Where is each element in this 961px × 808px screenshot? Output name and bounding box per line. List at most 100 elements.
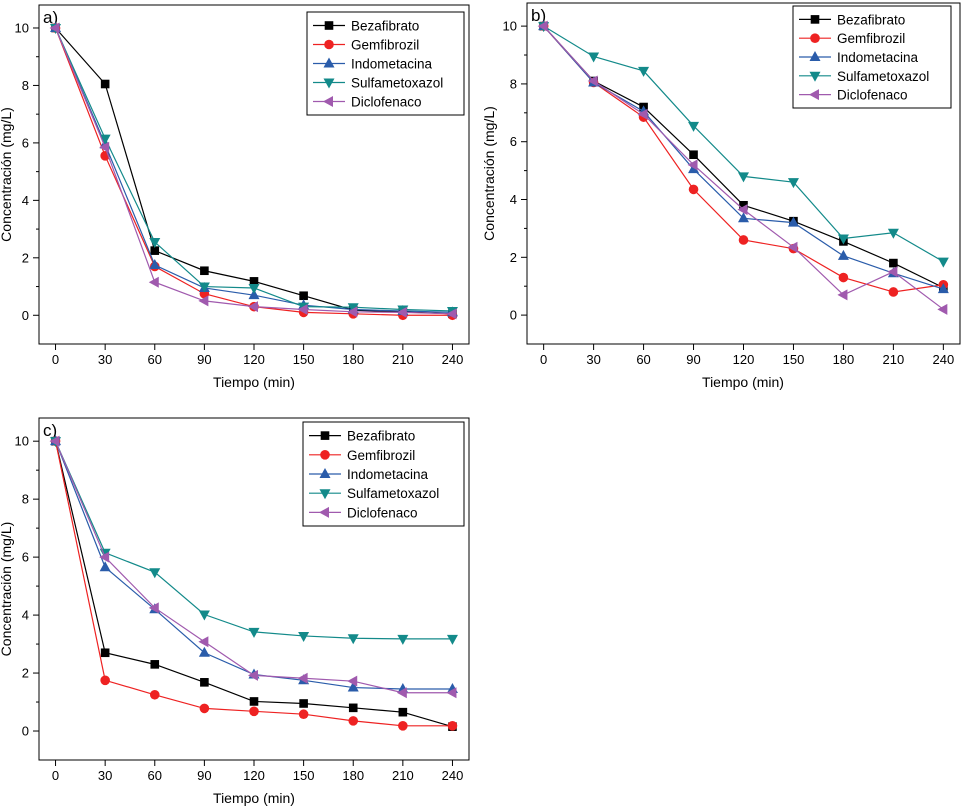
data-point xyxy=(347,675,358,687)
data-point xyxy=(446,687,457,699)
data-point xyxy=(446,634,458,645)
x-tick-label: 180 xyxy=(342,352,364,367)
data-point xyxy=(248,669,258,681)
data-point xyxy=(937,303,948,315)
x-tick-label: 210 xyxy=(392,768,414,783)
data-point xyxy=(298,709,309,720)
y-axis-title: Concentración (mg/L) xyxy=(0,107,14,242)
data-point xyxy=(587,75,598,87)
data-point xyxy=(298,631,310,642)
x-tick-label: 120 xyxy=(243,768,265,783)
data-point xyxy=(199,703,210,714)
data-point xyxy=(299,699,308,708)
data-point xyxy=(248,283,260,294)
x-tick-label: 180 xyxy=(833,352,855,367)
data-point xyxy=(198,646,210,657)
data-point xyxy=(200,266,209,276)
data-point xyxy=(150,660,160,669)
legend-label: Diclofenaco xyxy=(347,505,418,520)
y-tick-label: 4 xyxy=(22,608,29,623)
y-tick-label: 0 xyxy=(22,724,29,739)
data-point xyxy=(447,721,458,731)
x-tick-label: 60 xyxy=(148,352,162,367)
data-point xyxy=(887,228,899,239)
y-tick-label: 0 xyxy=(510,308,517,323)
legend-label: Indometacina xyxy=(347,467,429,482)
y-tick-label: 10 xyxy=(15,434,29,449)
data-point xyxy=(787,216,799,227)
data-point xyxy=(837,249,849,260)
x-axis-title: Tiempo (min) xyxy=(213,374,295,390)
x-tick-label: 150 xyxy=(293,768,315,783)
x-tick-label: 0 xyxy=(52,352,59,367)
data-point xyxy=(248,301,258,313)
y-tick-label: 6 xyxy=(510,134,517,149)
chart-panel-c: 0 30 60 90 120 150 180 210 240 0 2 4 6 8 10 Tiempo (min… xyxy=(0,417,470,806)
legend-marker xyxy=(810,33,820,43)
data-point xyxy=(249,706,259,717)
data-point xyxy=(149,689,160,700)
x-tick-label: 210 xyxy=(392,352,414,367)
y-tick-label: 4 xyxy=(22,193,29,208)
chart-panel-b: 0 30 60 90 120 150 180 210 240 0 2 4 6 8 10 Tiempo (min… xyxy=(481,2,961,390)
data-point xyxy=(397,634,409,645)
data-point xyxy=(99,551,110,563)
x-tick-label: 0 xyxy=(52,768,59,783)
data-point xyxy=(149,568,161,579)
data-point xyxy=(149,258,161,269)
chart-panel-a: 0 30 60 90 120 150 180 210 240 0 2 4 6 8 10 Tiempo (min… xyxy=(0,4,470,390)
legend-label: Indometacina xyxy=(351,57,433,72)
data-point xyxy=(100,79,110,89)
data-point xyxy=(837,234,849,245)
data-point xyxy=(297,672,308,684)
legend: Bezafibrato Gemfibrozil Indometacina Sulfam… xyxy=(302,421,465,527)
y-tick-label: 0 xyxy=(22,308,29,323)
data-point xyxy=(150,246,160,255)
data-point xyxy=(198,610,210,621)
legend-marker xyxy=(319,506,329,518)
legend-label: Gemfibrozil xyxy=(837,31,905,46)
data-point xyxy=(837,289,848,301)
data-point xyxy=(396,306,407,318)
data-point xyxy=(787,178,799,189)
data-point xyxy=(688,163,700,174)
x-tick-label: 120 xyxy=(733,352,755,367)
legend-label: Bezafibrato xyxy=(347,429,415,444)
panel-label: a) xyxy=(43,8,58,27)
data-point xyxy=(637,108,648,120)
data-point xyxy=(249,697,259,706)
legend-label: Bezafibrato xyxy=(837,12,905,27)
y-tick-label: 4 xyxy=(510,192,517,207)
data-point xyxy=(148,276,159,288)
data-point xyxy=(249,277,259,286)
data-point xyxy=(299,291,308,301)
data-point xyxy=(889,258,898,268)
data-point xyxy=(198,636,209,648)
y-tick-label: 6 xyxy=(22,135,29,150)
data-point xyxy=(149,238,161,249)
y-tick-label: 2 xyxy=(22,250,29,265)
data-point xyxy=(49,435,60,447)
data-point xyxy=(446,308,457,320)
x-tick-label: 180 xyxy=(342,768,364,783)
legend-marker xyxy=(320,431,330,440)
panel-label: c) xyxy=(43,421,57,440)
legend-label: Sulfametoxazol xyxy=(347,486,439,501)
legend-marker xyxy=(323,57,335,68)
legend-marker xyxy=(323,78,335,89)
legend-marker xyxy=(810,15,820,24)
data-point xyxy=(348,716,359,726)
panel-label: b) xyxy=(531,6,546,25)
legend-label: Sulfametoxazol xyxy=(351,76,443,91)
x-tick-label: 150 xyxy=(783,352,805,367)
data-point xyxy=(198,282,210,293)
data-point xyxy=(100,648,110,658)
y-axis-title: Concentración (mg/L) xyxy=(481,106,497,241)
x-tick-label: 90 xyxy=(686,352,700,367)
y-tick-label: 8 xyxy=(510,76,517,91)
series-diclofenaco xyxy=(537,20,948,315)
data-point xyxy=(888,287,899,297)
legend-marker xyxy=(809,71,821,82)
data-point xyxy=(198,295,209,307)
x-tick-label: 30 xyxy=(586,352,600,367)
